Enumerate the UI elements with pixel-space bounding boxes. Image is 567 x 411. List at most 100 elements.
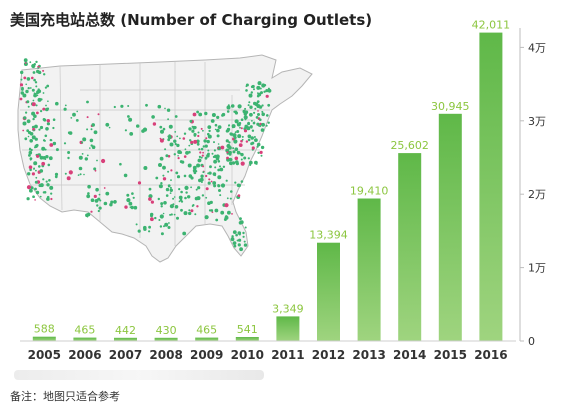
x-tick-label-2014: 2014 (393, 348, 426, 362)
map-dot (41, 146, 46, 151)
map-dot (207, 134, 212, 139)
map-dot (226, 156, 229, 160)
map-dot (47, 163, 51, 167)
map-dot (163, 225, 165, 228)
map-dot (250, 136, 254, 140)
map-dot (25, 89, 29, 94)
map-dot (127, 105, 130, 107)
map-dot (193, 139, 198, 144)
x-tick-label-2013: 2013 (352, 348, 385, 362)
map-dot (199, 151, 202, 154)
map-dot (45, 155, 49, 159)
map-dot (49, 143, 54, 147)
map-dot (239, 126, 241, 129)
map-dot (202, 129, 204, 132)
map-dot (240, 161, 245, 166)
map-dot (26, 129, 30, 133)
map-dot (128, 117, 133, 122)
map-dot (44, 86, 48, 89)
map-dot (174, 131, 177, 133)
map-dot (241, 135, 244, 138)
map-dot (49, 185, 54, 190)
map-dot (251, 84, 255, 89)
map-dot (157, 104, 162, 109)
map-dot (189, 139, 192, 142)
map-dot (97, 113, 100, 116)
map-dot (190, 186, 193, 189)
map-dot (87, 192, 90, 195)
map-dot (50, 192, 53, 195)
map-dot (29, 87, 32, 89)
map-dot (201, 194, 205, 197)
map-dot (228, 153, 232, 156)
map-dot (46, 183, 50, 187)
map-dot (183, 174, 187, 178)
map-dot (159, 125, 163, 129)
value-labels-layer: 588 465 442 430 465 541 3,349 13,394 19,410 25,60… (34, 19, 510, 337)
map-dot (54, 172, 59, 176)
map-dot (208, 129, 211, 133)
map-dot (241, 138, 244, 141)
map-dot (207, 152, 210, 156)
map-dot (37, 97, 42, 102)
map-dot (50, 197, 53, 201)
map-dot (97, 209, 100, 213)
map-dot (202, 171, 205, 174)
map-dot (167, 185, 170, 188)
map-dot (198, 148, 201, 151)
map-dot (249, 93, 253, 97)
map-dot (234, 181, 237, 184)
map-dot (233, 136, 237, 140)
map-dot (103, 201, 108, 206)
map-dot (212, 181, 217, 185)
map-dot (198, 178, 202, 183)
map-dot (132, 196, 135, 199)
map-dot (23, 58, 28, 63)
map-dot (200, 174, 204, 178)
map-dot (183, 132, 187, 135)
map-dot (237, 104, 242, 109)
map-dot (99, 199, 102, 202)
map-dot (34, 180, 38, 184)
map-dot (24, 62, 27, 64)
value-label-2015: 30,945 (431, 100, 470, 113)
map-dot (64, 104, 67, 107)
map-dot (160, 202, 164, 206)
map-dot (129, 132, 134, 136)
map-dot (72, 112, 76, 117)
map-dot (188, 209, 191, 212)
bar-2006 (73, 337, 97, 341)
map-dot (126, 198, 131, 203)
map-dot (208, 209, 212, 212)
map-dot (217, 160, 221, 163)
map-dot (232, 230, 237, 235)
map-dot (226, 151, 229, 154)
map-dot (32, 71, 36, 74)
map-dot (238, 233, 241, 236)
map-dot (67, 151, 71, 154)
map-dot (79, 173, 82, 176)
bar-2013 (357, 198, 381, 341)
map-dot (229, 132, 234, 136)
map-dot (33, 168, 35, 170)
map-dot (254, 102, 259, 107)
map-dot (174, 115, 178, 118)
map-dot (32, 99, 35, 102)
map-dot (20, 78, 23, 81)
map-dot (244, 107, 247, 110)
map-dot (231, 213, 233, 215)
map-dot (172, 197, 175, 200)
x-tick-labels-layer: 2005 2006 2007 2008 2009 2010 2011 2012 2013 2014… (28, 348, 508, 362)
map-dot (259, 150, 263, 154)
map-dot (234, 119, 239, 124)
map-dot (248, 101, 251, 104)
map-dot (207, 149, 210, 152)
map-dot (216, 115, 220, 119)
map-dot (225, 148, 230, 153)
map-dot (160, 182, 163, 185)
map-dot (188, 144, 191, 147)
map-dot (257, 113, 260, 116)
map-dot (25, 111, 28, 114)
map-dot (35, 104, 38, 107)
